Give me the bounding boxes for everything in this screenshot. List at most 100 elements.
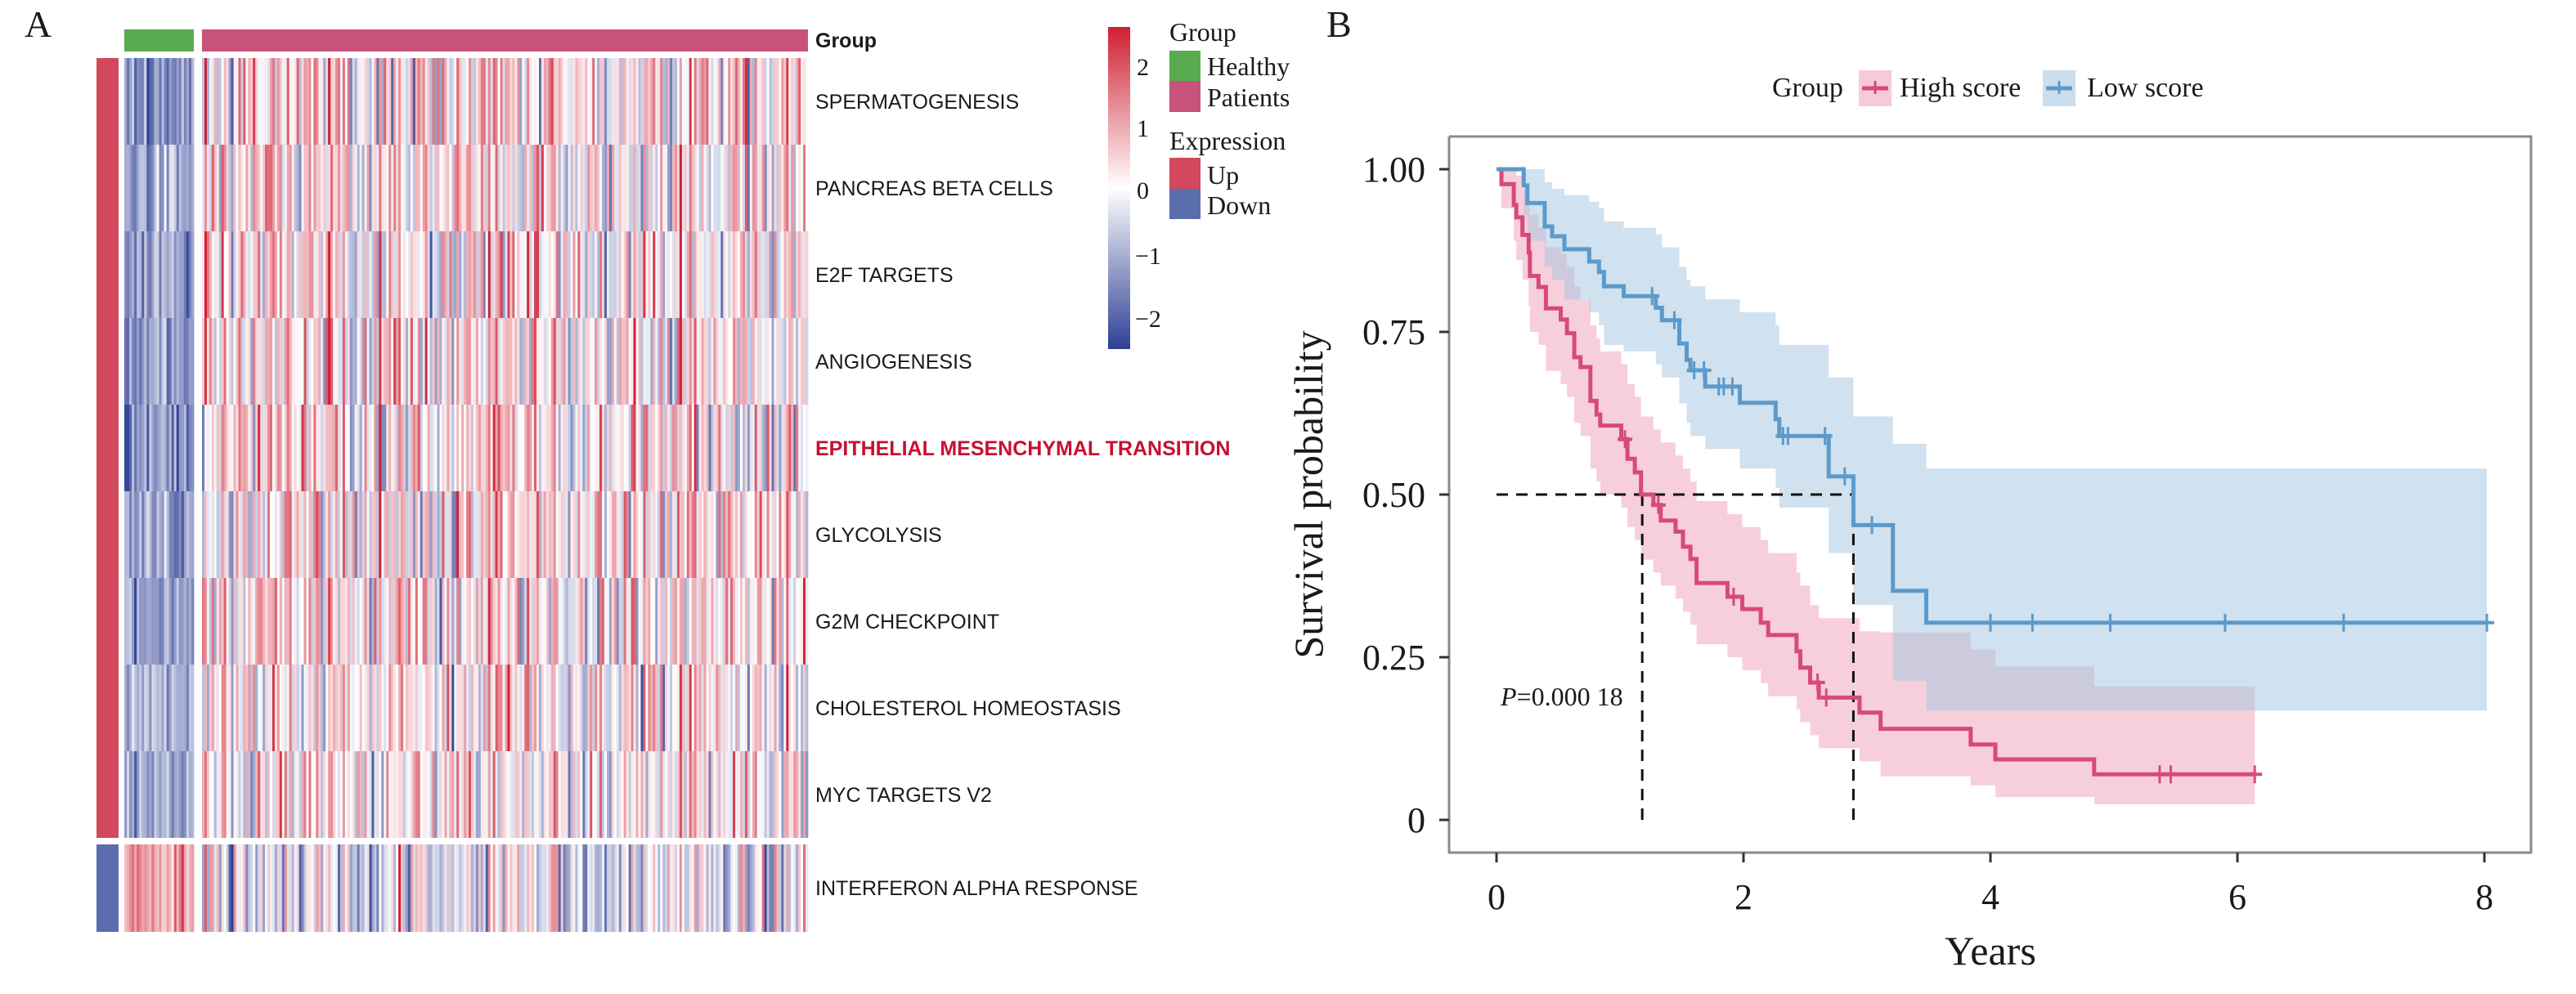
heatmap-cell — [255, 145, 258, 231]
heatmap-cell — [422, 145, 426, 231]
heatmap-cell — [597, 491, 600, 578]
heatmap-cell — [740, 145, 743, 231]
heatmap-cell — [129, 405, 132, 491]
heatmap-cell — [482, 145, 487, 231]
heatmap-cell — [684, 665, 688, 751]
heatmap-cell — [597, 145, 600, 231]
heatmap-cell — [386, 491, 389, 578]
heatmap-cell — [306, 145, 309, 231]
heatmap-cell — [733, 578, 736, 665]
heatmap-cell — [478, 844, 482, 932]
heatmap-cell — [444, 405, 447, 491]
heatmap-cell — [738, 491, 741, 578]
heatmap-cell — [461, 58, 464, 145]
heatmap-cell — [407, 578, 411, 665]
heatmap-cell — [439, 145, 442, 231]
heatmap-cell — [369, 145, 372, 231]
heatmap-cell — [752, 665, 756, 751]
heatmap-cell — [151, 405, 155, 491]
heatmap-cell — [412, 665, 416, 751]
heatmap-cell — [316, 231, 319, 318]
heatmap-cell — [139, 58, 142, 145]
heatmap-cell — [461, 405, 464, 491]
heatmap-cell — [422, 751, 426, 838]
heatmap-cell — [691, 491, 695, 578]
heatmap-cell — [178, 751, 182, 838]
heatmap-cell — [233, 844, 236, 932]
heatmap-cell — [713, 58, 716, 145]
heatmap-cell — [725, 578, 729, 665]
heatmap-cell — [558, 231, 562, 318]
heatmap-cell — [154, 145, 157, 231]
heatmap-cell — [793, 231, 797, 318]
heatmap-cell — [725, 751, 729, 838]
heatmap-cell — [761, 751, 765, 838]
heatmap-cell — [548, 578, 552, 665]
heatmap-cell — [662, 318, 666, 405]
heatmap-cell — [602, 231, 605, 318]
heatmap-cell — [759, 578, 763, 665]
heatmap-cell — [410, 491, 414, 578]
heatmap-cell — [803, 145, 806, 231]
heatmap-cell — [432, 751, 435, 838]
heatmap-cell — [291, 844, 295, 932]
heatmap-cell — [747, 844, 751, 932]
heatmap-cell — [500, 491, 503, 578]
heatmap-cell — [388, 665, 392, 751]
heatmap-cell — [231, 751, 234, 838]
x-tick-label: 2 — [1735, 877, 1752, 917]
heatmap-cell — [550, 318, 554, 405]
heatmap-cell — [524, 578, 527, 665]
heatmap-cell — [723, 58, 726, 145]
heatmap-cell — [696, 405, 700, 491]
heatmap-cell — [613, 318, 617, 405]
heatmap-cell — [171, 231, 175, 318]
heatmap-cell — [536, 231, 540, 318]
heatmap-cell — [756, 58, 761, 145]
heatmap-cell — [279, 145, 283, 231]
heatmap-cell — [289, 751, 293, 838]
heatmap-cell — [255, 578, 258, 665]
heatmap-cell — [129, 318, 132, 405]
heatmap-cell — [384, 145, 387, 231]
heatmap-cell — [626, 844, 630, 932]
heatmap-cell — [164, 491, 168, 578]
heatmap-cell — [250, 491, 254, 578]
heatmap-cell — [473, 751, 477, 838]
heatmap-cell — [442, 318, 445, 405]
heatmap-cell — [577, 665, 581, 751]
heatmap-cell — [407, 58, 411, 145]
heatmap-cell — [674, 145, 678, 231]
heatmap-cell — [505, 844, 508, 932]
heatmap-cell — [226, 318, 229, 405]
heatmap-cell — [276, 578, 280, 665]
legend-up-swatch — [1169, 158, 1200, 189]
heatmap-cell — [286, 665, 290, 751]
heatmap-cell — [485, 751, 489, 838]
heatmap-cell — [223, 405, 227, 491]
heatmap-cell — [550, 145, 554, 231]
heatmap-cell — [761, 318, 765, 405]
heatmap-cell — [774, 665, 777, 751]
heatmap-cell — [791, 751, 794, 838]
heatmap-cell — [482, 665, 487, 751]
heatmap-cell — [164, 405, 168, 491]
heatmap-cell — [747, 58, 751, 145]
heatmap-cell — [713, 405, 716, 491]
heatmap-cell — [420, 491, 424, 578]
heatmap-cell — [245, 405, 249, 491]
heatmap-cell — [766, 844, 770, 932]
heatmap-cell — [330, 844, 334, 932]
heatmap-cell — [464, 491, 467, 578]
heatmap-cell — [361, 665, 365, 751]
heatmap-cell — [347, 578, 351, 665]
heatmap-cell — [267, 405, 271, 491]
heatmap-cell — [752, 751, 756, 838]
heatmap-cell — [730, 665, 734, 751]
heatmap-cell — [456, 58, 460, 145]
heatmap-cell — [209, 844, 213, 932]
heatmap-cell — [146, 578, 150, 665]
heatmap-cell — [653, 58, 656, 145]
heatmap-cell — [216, 751, 220, 838]
heatmap-cell — [776, 578, 779, 665]
